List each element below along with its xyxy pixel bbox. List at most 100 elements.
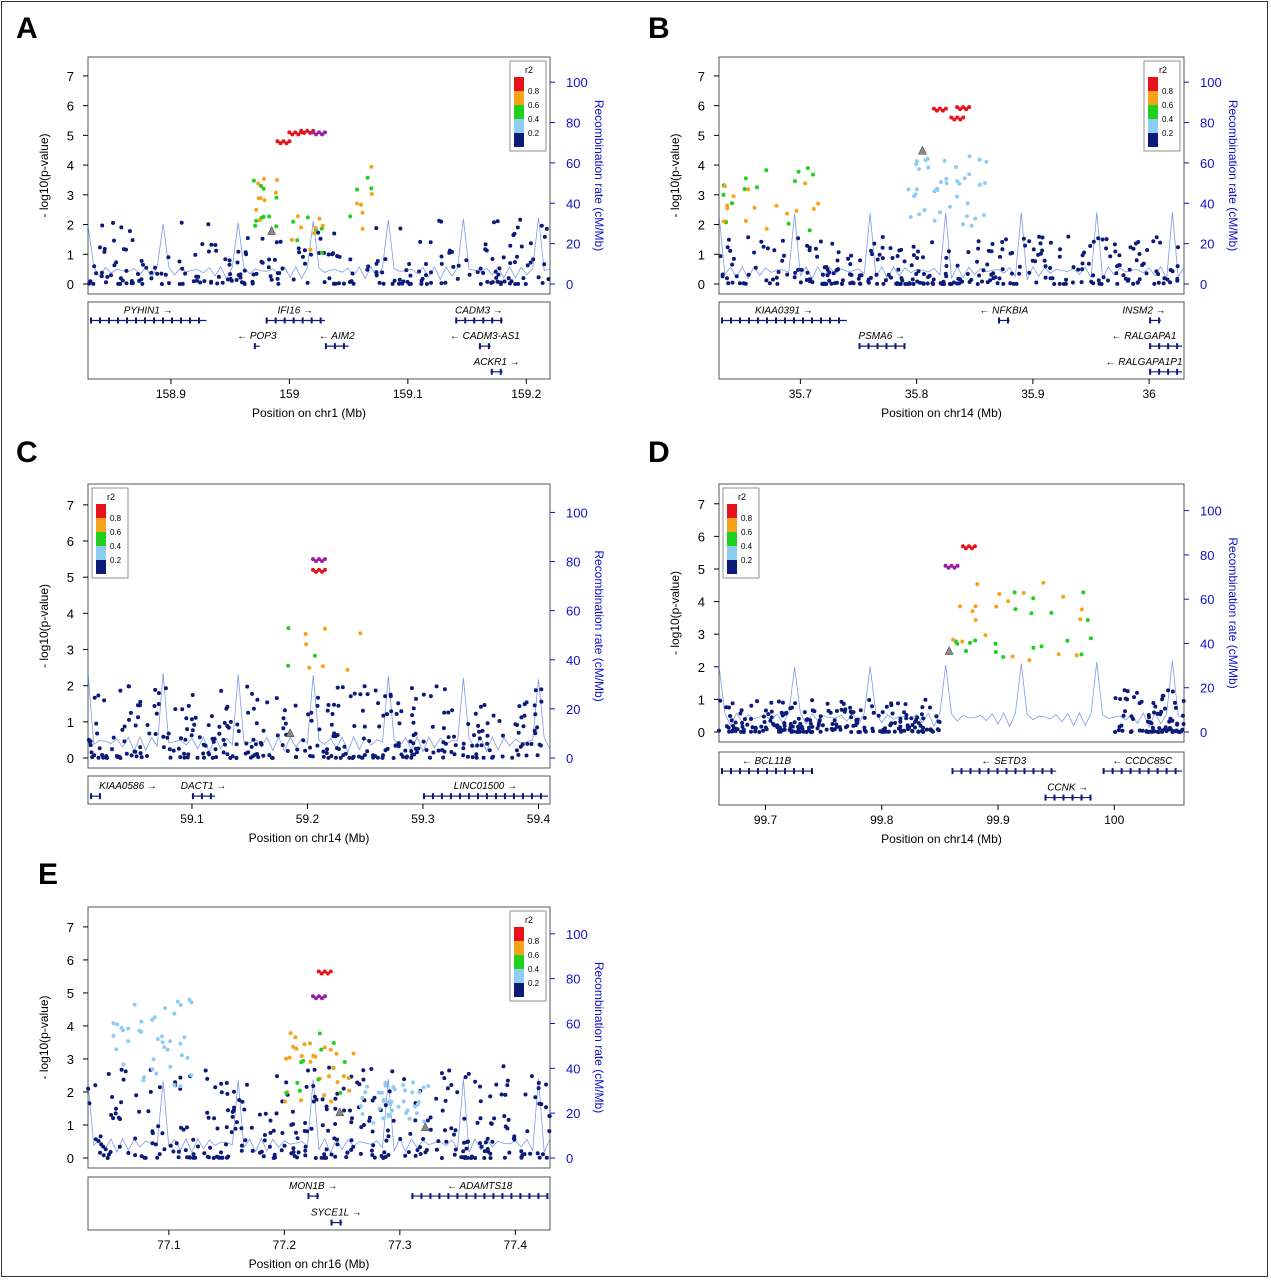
data-point — [1057, 281, 1062, 286]
highlight-point — [323, 130, 327, 135]
data-point — [159, 271, 164, 276]
data-point — [387, 1089, 392, 1094]
data-point — [391, 1085, 396, 1089]
data-point — [964, 649, 968, 653]
data-point — [502, 279, 507, 284]
gene-exon — [283, 317, 286, 324]
y-tick-label: 5 — [67, 128, 74, 143]
data-point — [428, 694, 433, 699]
data-point — [268, 274, 273, 279]
data-point — [258, 1150, 262, 1155]
data-point — [132, 1002, 137, 1007]
data-point — [488, 1094, 493, 1099]
data-point — [220, 280, 225, 285]
highlight-point — [311, 557, 315, 562]
data-point — [333, 1106, 338, 1111]
data-point — [975, 259, 979, 264]
data-point — [365, 175, 370, 180]
data-point — [836, 250, 841, 255]
data-point — [429, 280, 433, 285]
gene-exon — [438, 1193, 441, 1200]
data-point — [920, 705, 925, 710]
data-point — [755, 699, 759, 704]
data-point — [875, 281, 880, 286]
data-point — [340, 685, 345, 690]
data-point — [1173, 705, 1178, 710]
data-point — [275, 178, 279, 182]
data-point — [153, 732, 158, 736]
data-point — [1027, 239, 1032, 244]
data-point — [396, 1104, 401, 1109]
data-point — [261, 1154, 266, 1159]
data-point — [197, 735, 202, 740]
data-point — [960, 639, 965, 644]
data-point — [342, 1060, 347, 1064]
data-point — [417, 269, 422, 274]
gene-exon — [775, 768, 777, 775]
data-point — [428, 755, 432, 760]
data-point — [172, 1011, 177, 1016]
legend-tick-label: 0.6 — [741, 528, 753, 537]
data-point — [92, 695, 97, 700]
data-point — [904, 713, 909, 717]
data-point — [103, 1147, 108, 1152]
data-point — [174, 1141, 179, 1146]
data-point — [168, 1064, 173, 1069]
data-point — [396, 741, 401, 746]
data-point — [501, 1064, 506, 1069]
data-point — [516, 752, 521, 757]
data-point — [970, 609, 975, 614]
data-point — [250, 754, 255, 759]
data-point — [740, 721, 745, 725]
data-point — [110, 1095, 115, 1099]
data-point — [725, 245, 730, 250]
gene-exon — [330, 1219, 333, 1226]
data-point — [317, 216, 322, 221]
highlight-point — [284, 141, 289, 146]
data-point — [799, 267, 804, 272]
data-point — [221, 737, 226, 742]
data-point — [326, 252, 331, 257]
data-point — [352, 724, 357, 728]
data-point — [790, 724, 795, 729]
data-point — [535, 753, 540, 758]
y2-tick-label: 80 — [1200, 116, 1214, 131]
data-point — [257, 1112, 262, 1117]
data-point — [717, 728, 721, 733]
data-point — [206, 1155, 211, 1160]
legend-tick-label: 0.6 — [528, 101, 540, 110]
data-point — [464, 1146, 469, 1151]
gene-exon — [126, 317, 128, 324]
highlight-point — [323, 567, 327, 572]
data-point — [213, 747, 218, 752]
y-tick-label: 6 — [67, 953, 74, 968]
data-point — [797, 729, 802, 734]
data-point — [383, 694, 388, 699]
gene-exon — [135, 317, 137, 324]
data-point — [523, 282, 528, 286]
highlight-point — [316, 969, 321, 974]
data-point — [242, 1107, 247, 1112]
gene-exon — [802, 768, 804, 775]
data-point — [122, 739, 127, 744]
data-point — [407, 1116, 412, 1121]
data-point — [498, 282, 503, 286]
gene-exon — [793, 317, 795, 324]
data-point — [311, 1084, 316, 1088]
data-point — [1086, 261, 1091, 266]
data-point — [397, 277, 402, 282]
legend-swatch — [514, 105, 524, 119]
data-point — [419, 281, 424, 286]
data-point — [834, 709, 839, 713]
data-point — [411, 1080, 416, 1085]
data-point — [829, 726, 834, 731]
data-point — [271, 1128, 276, 1133]
data-point — [1160, 693, 1165, 698]
gene-exon — [748, 317, 750, 324]
data-point — [475, 270, 480, 275]
gene-exon — [537, 1193, 540, 1200]
data-point — [367, 738, 372, 743]
data-point — [324, 1147, 329, 1152]
y-tick-label: 7 — [698, 69, 705, 84]
